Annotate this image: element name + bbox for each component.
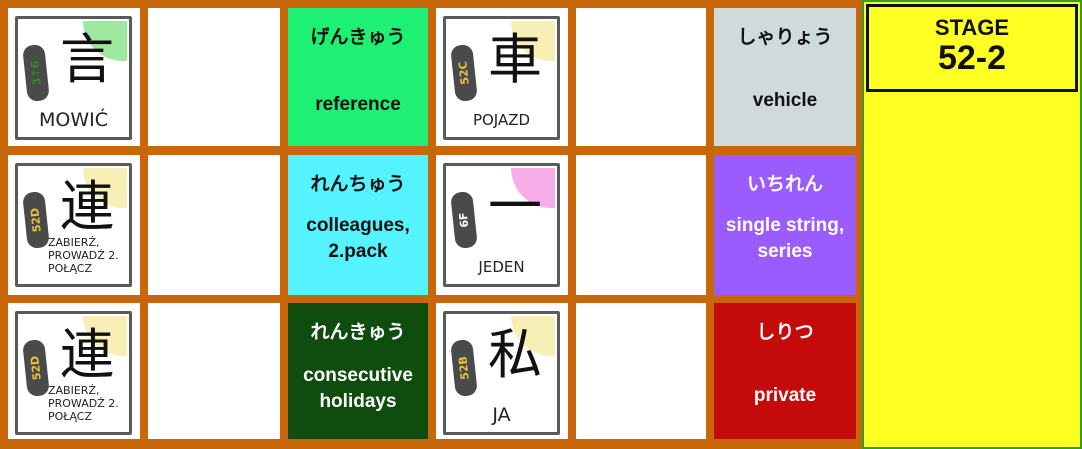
vocab-english: private [753,385,817,406]
vocab-english: vehicle [752,90,818,111]
card-frame: 6F 一 JEDEN [443,163,560,287]
vocab-kana: げんきゅう [310,26,406,48]
vocab-english: single string, series [725,215,845,262]
empty-slot[interactable] [148,155,280,295]
vocab-tile[interactable]: しゃりょう vehicle [714,8,856,146]
vocab-kana: れんきゅう [310,321,406,343]
kanji-character: 連 [60,323,114,386]
vocab-english: consecutive holidays [303,365,413,412]
vocab-kana: いちれん [746,173,823,195]
kanji-card[interactable]: 52C 車 POJAZD [436,8,568,146]
empty-slot[interactable] [148,303,280,439]
empty-slot[interactable] [576,8,706,146]
kanji-card[interactable]: 6F 一 JEDEN [436,155,568,295]
stage-number: 52-2 [937,39,1007,77]
empty-slot[interactable] [576,155,706,295]
empty-slot[interactable] [148,8,280,146]
kanji-meaning: JA [492,404,511,426]
kanji-card[interactable]: 3↑6 言 MOWIĆ [8,8,140,146]
vocab-kana: れんちゅう [310,173,406,195]
stage-label-box: STAGE 52-2 [866,4,1078,92]
kanji-card[interactable]: 52D 連 ZABIERŹ, PROWADŹ 2. POŁĄCZ [8,155,140,295]
kanji-meaning: ZABIERŹ, PROWADŹ 2. POŁĄCZ [48,384,119,423]
stage-panel: STAGE 52-2 [862,0,1082,449]
kanji-meaning: JEDEN [478,258,525,276]
game-board: 3↑6 言 MOWIĆ げんきゅう reference 52C 車 POJAZD… [0,0,862,449]
kanji-character: 一 [488,175,542,238]
vocab-english: colleagues, 2.pack [306,215,410,262]
card-frame: 3↑6 言 MOWIĆ [15,16,132,140]
stage-title: STAGE [934,15,1010,40]
kanji-card[interactable]: 52D 連 ZABIERŹ, PROWADŹ 2. POŁĄCZ [8,303,140,439]
vocab-english: reference [315,94,401,115]
kanji-meaning: MOWIĆ [38,109,108,131]
vocab-kana: しりつ [756,321,814,343]
kanji-character: 私 [488,323,542,386]
kanji-character: 車 [488,28,542,91]
vocab-tile[interactable]: れんきゅう consecutive holidays [288,303,428,439]
kanji-meaning: ZABIERŹ, PROWADŹ 2. POŁĄCZ [48,236,119,275]
vocab-kana: しゃりょう [737,26,833,48]
vocab-tile[interactable]: しりつ private [714,303,856,439]
kanji-character: 連 [60,175,114,238]
vocab-tile[interactable]: れんちゅう colleagues, 2.pack [288,155,428,295]
card-frame: 52D 連 ZABIERŹ, PROWADŹ 2. POŁĄCZ [15,163,132,287]
card-frame: 52C 車 POJAZD [443,16,560,140]
kanji-character: 言 [60,28,114,91]
card-frame: 52D 連 ZABIERŹ, PROWADŹ 2. POŁĄCZ [15,311,132,435]
empty-slot[interactable] [576,303,706,439]
card-frame: 52B 私 JA [443,311,560,435]
vocab-tile[interactable]: げんきゅう reference [288,8,428,146]
kanji-card[interactable]: 52B 私 JA [436,303,568,439]
vocab-tile[interactable]: いちれん single string, series [714,155,856,295]
kanji-meaning: POJAZD [472,111,531,129]
